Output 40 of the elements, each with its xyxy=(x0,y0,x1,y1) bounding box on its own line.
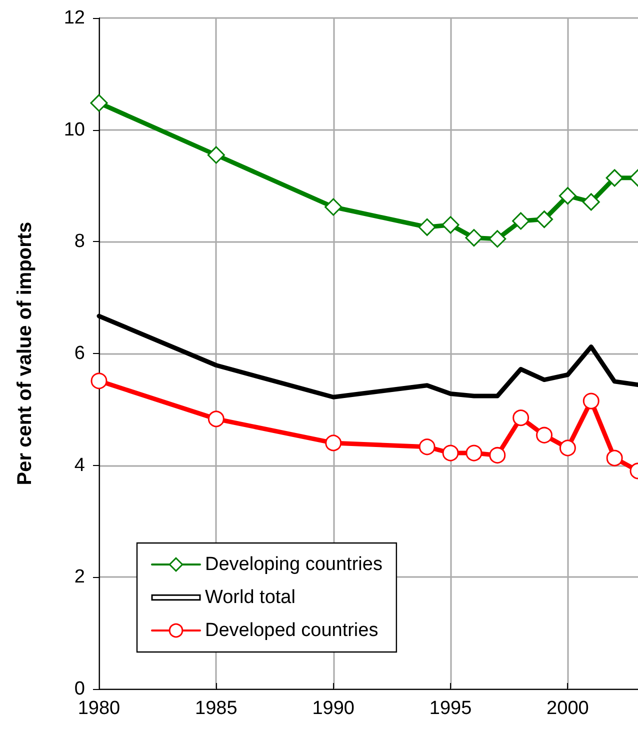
point xyxy=(207,146,225,164)
y-tick-label: 4 xyxy=(74,454,86,476)
legend-label: Developing countries xyxy=(205,554,382,575)
point xyxy=(442,216,460,234)
x-tick-label: 1995 xyxy=(429,698,472,719)
point xyxy=(90,372,108,390)
point xyxy=(488,230,506,248)
x-tick-label: 1980 xyxy=(78,698,120,719)
point xyxy=(582,392,600,410)
point xyxy=(536,210,554,228)
x-tick-label: 2000 xyxy=(546,698,589,719)
point xyxy=(512,410,530,426)
legend-label: World total xyxy=(205,587,296,608)
point xyxy=(465,229,483,247)
point xyxy=(325,434,342,452)
point xyxy=(582,193,600,211)
point xyxy=(324,198,342,216)
y-tick-label: 10 xyxy=(64,119,85,140)
point xyxy=(536,426,553,444)
x-tick-label: 1990 xyxy=(312,698,354,719)
y-tick-label: 12 xyxy=(64,8,85,28)
point xyxy=(558,187,576,205)
y-tick-label: 2 xyxy=(74,566,85,588)
point xyxy=(418,438,436,456)
point xyxy=(418,218,436,236)
y-tick-label: 0 xyxy=(74,678,85,700)
y-tick-label: 8 xyxy=(74,231,85,252)
point xyxy=(208,410,224,428)
x-tick-label: 1985 xyxy=(195,698,238,719)
point xyxy=(606,450,623,466)
legend-label: Developed countries xyxy=(205,620,378,641)
point xyxy=(442,444,459,462)
point xyxy=(466,444,482,462)
point xyxy=(512,212,530,230)
y-axis-title: Per cent of value of imports xyxy=(14,222,36,486)
point xyxy=(559,440,576,456)
point xyxy=(489,447,506,464)
point xyxy=(606,169,624,187)
point xyxy=(90,94,108,112)
y-tick-label: 6 xyxy=(74,343,85,364)
